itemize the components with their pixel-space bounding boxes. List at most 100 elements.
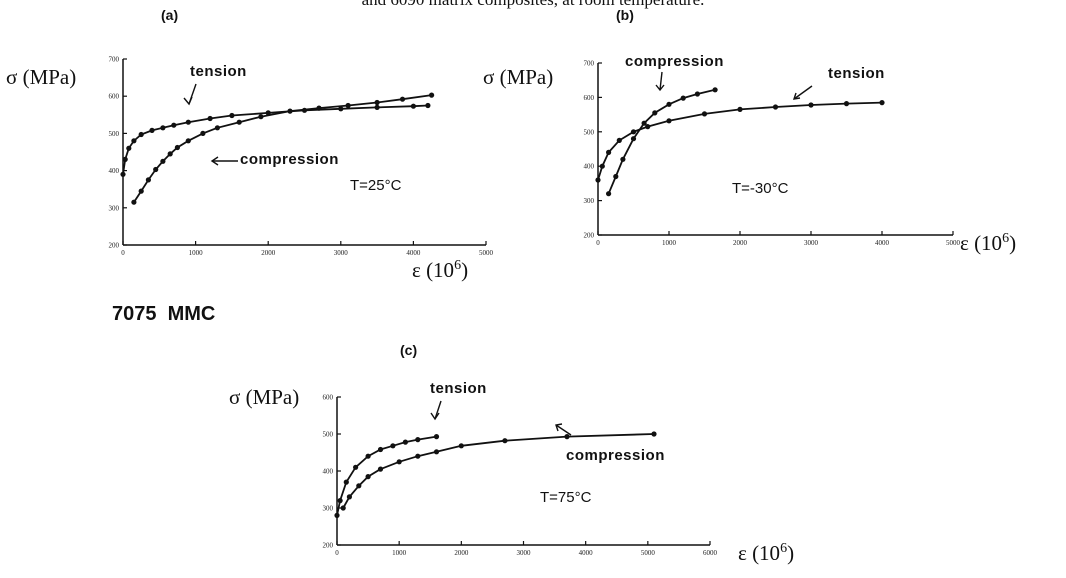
data-point-compression-c xyxy=(377,466,384,472)
y-tick-label-a: 300 xyxy=(109,204,120,212)
x-axis-label-b: ε (106) xyxy=(960,231,1016,255)
data-point-compression-c xyxy=(651,431,657,437)
x-axis-label-close-b: ) xyxy=(1009,231,1016,255)
annotation-tension-c: tension xyxy=(430,380,487,397)
x-axis-label-sup-c: 6 xyxy=(780,541,787,556)
data-point-tension-c xyxy=(337,498,343,504)
y-tick-label-a: 700 xyxy=(109,56,120,64)
data-point-tension-c xyxy=(433,434,440,440)
annotation-tension-b: tension xyxy=(828,65,885,82)
data-point-tension-c xyxy=(343,479,349,485)
data-point-compression-a xyxy=(174,144,180,151)
data-point-compression-a xyxy=(145,177,151,183)
data-point-compression-a xyxy=(160,158,166,164)
x-axis-label-main-b: ε (10 xyxy=(960,231,1002,255)
data-point-compression-b xyxy=(641,120,647,126)
data-point-tension-b xyxy=(666,118,672,124)
data-point-tension-a xyxy=(160,125,166,131)
data-point-compression-a xyxy=(429,92,435,98)
x-axis-label-close-a: ) xyxy=(461,258,468,282)
x-tick-label-b: 2000 xyxy=(733,239,748,247)
y-tick-label-b: 500 xyxy=(584,128,595,136)
y-tick-label-b: 400 xyxy=(584,163,595,171)
y-tick-label-a: 600 xyxy=(109,93,120,101)
data-point-tension-b xyxy=(616,137,622,143)
data-point-tension-a xyxy=(126,145,132,151)
x-tick-label-a: 2000 xyxy=(261,249,276,257)
data-point-compression-a xyxy=(399,96,406,102)
data-point-tension-c xyxy=(334,512,340,519)
series-line-compression-b xyxy=(607,88,716,195)
chart-panel-b: (b) σ (MPa) ε (106) T=-30°C compression … xyxy=(483,7,1016,255)
data-point-tension-b xyxy=(645,124,651,130)
arrow-compression-b xyxy=(659,71,663,91)
arrow-tension-a-head xyxy=(183,96,193,106)
data-point-compression-c xyxy=(564,434,570,440)
y-axis-label-b: σ (MPa) xyxy=(483,65,553,89)
x-tick-label-c: 5000 xyxy=(641,549,656,557)
x-tick-label-a: 3000 xyxy=(334,249,349,257)
data-point-compression-a xyxy=(287,108,293,114)
caption-fragment: and 6090 matrix composites, at room temp… xyxy=(362,0,705,9)
data-point-compression-c xyxy=(433,449,440,455)
x-axis-label-sup-a: 6 xyxy=(454,258,461,273)
arrow-tension-c xyxy=(434,400,442,420)
x-axis-label-close-c: ) xyxy=(787,541,794,565)
x-axis-label-sup-b: 6 xyxy=(1002,231,1009,246)
series-line-tension-b xyxy=(597,101,883,181)
data-point-tension-a xyxy=(338,106,344,112)
data-point-compression-a xyxy=(236,119,242,125)
data-point-tension-c xyxy=(402,439,408,445)
data-point-compression-a xyxy=(200,130,206,136)
y-axis-label-c: σ (MPa) xyxy=(229,385,299,409)
x-axis-label-a: ε (106) xyxy=(412,258,468,282)
arrow-compression-a-head xyxy=(210,156,219,166)
data-point-compression-c xyxy=(346,494,352,500)
chart-panel-a: (a) σ (MPa) ε (106) T=25°C tension compr… xyxy=(6,7,468,282)
annotation-tension-a: tension xyxy=(190,63,247,80)
x-axis-label-main-c: ε (10 xyxy=(738,541,780,565)
data-point-compression-a xyxy=(374,99,380,106)
data-point-tension-a xyxy=(171,122,177,128)
y-tick-label-b: 600 xyxy=(584,94,595,102)
x-tick-label-b: 3000 xyxy=(804,239,819,247)
data-point-tension-b xyxy=(630,129,637,135)
arrow-compression-c-head xyxy=(555,423,563,432)
y-tick-label-a: 200 xyxy=(109,242,120,250)
data-point-compression-b xyxy=(620,156,626,162)
x-tick-label-b: 1000 xyxy=(662,239,677,247)
y-tick-label-c: 400 xyxy=(323,468,334,476)
x-tick-label-c: 6000 xyxy=(703,549,718,557)
series-line-tension-c xyxy=(336,435,437,516)
x-tick-label-c: 3000 xyxy=(517,549,532,557)
data-point-tension-a xyxy=(138,131,144,138)
data-point-compression-b xyxy=(652,110,658,116)
series-line-compression-c xyxy=(342,433,655,509)
data-point-compression-c xyxy=(356,483,362,489)
data-point-tension-a xyxy=(149,127,155,133)
temperature-label-b: T=-30°C xyxy=(732,180,789,197)
data-point-compression-c xyxy=(502,438,508,444)
data-point-tension-b xyxy=(599,163,605,169)
data-point-compression-c xyxy=(396,459,402,465)
data-point-compression-b xyxy=(680,95,686,101)
data-point-compression-b xyxy=(606,191,612,197)
arrow-compression-b-head xyxy=(655,84,665,92)
data-point-tension-a xyxy=(374,104,380,110)
y-tick-label-b: 200 xyxy=(584,232,595,240)
data-point-tension-a xyxy=(122,156,128,162)
data-point-compression-a xyxy=(185,138,191,144)
y-tick-label-b: 300 xyxy=(584,197,595,205)
y-tick-label-c: 300 xyxy=(323,505,334,513)
panel-label-a: (a) xyxy=(161,7,178,23)
data-point-compression-b xyxy=(712,87,718,93)
data-point-tension-c xyxy=(390,443,396,449)
data-point-compression-a xyxy=(167,151,173,157)
data-point-compression-c xyxy=(365,474,371,480)
x-axis-label-main-a: ε (10 xyxy=(412,258,454,282)
data-point-tension-a xyxy=(185,119,191,125)
arrow-tension-b-head xyxy=(792,92,801,100)
data-point-tension-a xyxy=(425,102,431,109)
